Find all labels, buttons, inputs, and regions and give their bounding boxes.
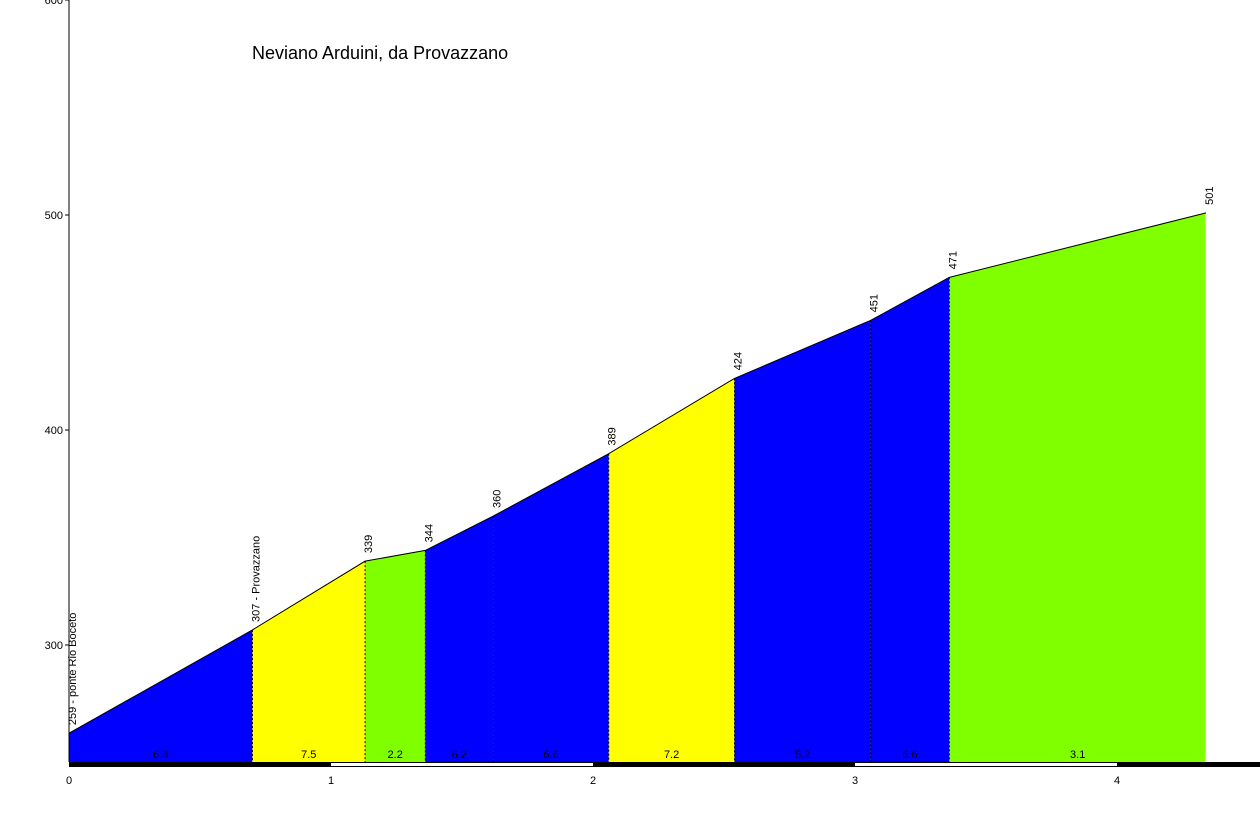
- x-tick-label: 1: [328, 775, 334, 787]
- elevation-label: 339: [363, 535, 375, 553]
- gradient-segment: [493, 453, 609, 762]
- chart-title: Neviano Arduini, da Provazzano: [252, 43, 508, 63]
- grade-label: 7.5: [301, 749, 316, 761]
- profile-line: [68, 212, 1207, 734]
- elevation-label: 501: [1204, 186, 1216, 204]
- elevation-label: 307 - Provazzano: [250, 536, 262, 622]
- x-axis-band: [331, 763, 593, 766]
- grade-label: 6.6: [902, 749, 917, 761]
- x-tick-label: 3: [852, 775, 858, 787]
- elevation-label: 424: [732, 352, 744, 370]
- grade-label: 5.2: [795, 749, 810, 761]
- x-tick-label: 0: [66, 775, 72, 787]
- gradient-segment: [608, 378, 735, 762]
- elevation-label: 344: [423, 524, 435, 542]
- grade-label: 6.8: [153, 749, 168, 761]
- x-axis-bar: [69, 762, 1260, 767]
- x-tick-label: 2: [590, 775, 596, 787]
- y-tick-label: 600: [45, 0, 63, 7]
- gradient-segment: [69, 629, 253, 762]
- axes: 300 400 500 600 0 1 2 3 4: [45, 0, 1260, 787]
- elevation-label: 471: [947, 251, 959, 269]
- x-axis-band: [855, 763, 1117, 766]
- y-tick-label: 300: [45, 640, 63, 652]
- grade-label: 7.2: [664, 749, 679, 761]
- gradient-segment: [949, 212, 1207, 763]
- grade-label: 6.2: [452, 749, 467, 761]
- y-tick-label: 400: [45, 425, 63, 437]
- elevation-label: 451: [869, 294, 881, 312]
- grade-label: 6.6: [543, 749, 558, 761]
- gradient-segment: [365, 550, 426, 762]
- elevation-label: 389: [607, 427, 619, 445]
- elevation-labels: 259 - ponte Rio Boceto 307 - Provazzano 33…: [67, 186, 1216, 725]
- y-tick-label: 500: [45, 210, 63, 222]
- segment-dividers: [251, 212, 1207, 762]
- gradient-segment: [425, 516, 494, 762]
- gradient-segment: [734, 320, 871, 762]
- grade-label: 2.2: [388, 749, 403, 761]
- gradient-segment: [870, 277, 950, 762]
- gradient-segment: [252, 561, 366, 762]
- profile-outline: [68, 212, 1207, 734]
- x-tick-label: 4: [1114, 775, 1120, 787]
- grade-label: 3.1: [1070, 749, 1085, 761]
- grade-labels: 6.8 7.5 2.2 6.2 6.6 7.2 5.2 6.6 3.1: [153, 749, 1085, 761]
- elevation-label: 360: [491, 490, 503, 508]
- elevation-label: 259 - ponte Rio Boceto: [67, 613, 79, 726]
- gradient-segments: [69, 212, 1207, 763]
